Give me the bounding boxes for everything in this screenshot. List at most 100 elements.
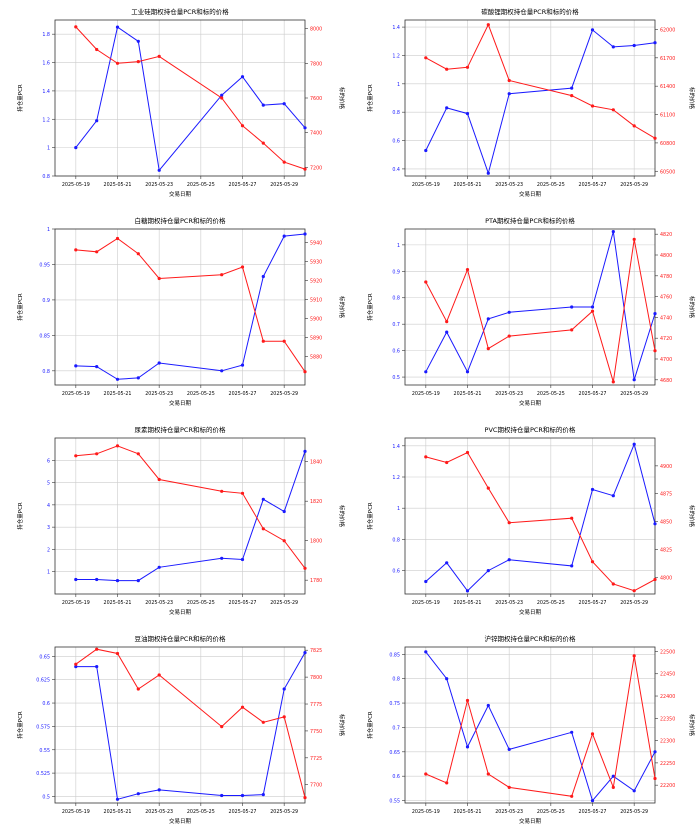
pcr-point (261, 103, 265, 107)
y-right-tick-label: 8000 (310, 27, 322, 33)
y-right-tick-label: 4680 (660, 378, 672, 384)
price-point (136, 60, 140, 64)
y-left-tick-label: 1.8 (42, 32, 50, 38)
price-point (445, 67, 449, 71)
plot-frame (404, 228, 656, 386)
x-tick-label: 2025-05-27 (579, 600, 607, 606)
x-tick-label: 2025-05-23 (495, 182, 523, 188)
y-left-tick-label: 0.6 (392, 349, 400, 355)
y-left-tick-label: 0.575 (36, 724, 50, 730)
pcr-point (424, 370, 428, 374)
y-right-tick-label: 7750 (310, 729, 322, 735)
chart-title: 豆油期权持仓量PCR和标的价格 (135, 634, 226, 643)
chart-title: 沪锌期权持仓量PCR和标的价格 (485, 634, 576, 643)
y-right-axis-label: 标的价格 (688, 505, 696, 528)
pcr-point (653, 522, 657, 526)
price-point (220, 725, 224, 729)
pcr-point (136, 792, 140, 796)
x-tick-label: 2025-05-27 (579, 391, 607, 397)
price-point (282, 539, 286, 543)
x-tick-label: 2025-05-23 (495, 391, 523, 397)
x-tick-label: 2025-05-21 (454, 600, 482, 606)
pcr-point (95, 365, 99, 369)
y-right-tick-label: 4825 (660, 547, 672, 553)
pcr-point (424, 579, 428, 584)
pcr-line (425, 231, 656, 380)
pcr-point (507, 310, 511, 314)
y-right-tick-label: 61100 (660, 113, 675, 119)
y-left-tick-label: 0.8 (42, 369, 50, 375)
chart-zinc: 沪锌期权持仓量PCR和标的价格 0.55 0.6 0.65 0.7 0.75 0.8 0.85… (366, 634, 696, 825)
pcr-point (157, 361, 161, 365)
x-tick-label: 2025-05-25 (187, 391, 215, 397)
chart-pta: PTA期权持仓量PCR和标的价格 0.5 0.6 0.7 0.8 0.9 1 4680 4700… (366, 216, 696, 407)
chart-panel-1: 工业硅期权持仓量PCR和标的价格 0.8 1 1.2 1.4 1.6 1.8 7200 7400… (0, 0, 350, 209)
y-right-tick-label: 22200 (660, 783, 675, 789)
pcr-point (282, 509, 286, 514)
y-left-tick-label: 1 (397, 82, 400, 88)
y-left-tick-label: 0.65 (389, 750, 400, 756)
y-left-tick-label: 5 (47, 481, 50, 487)
pcr-point (220, 93, 224, 97)
pcr-point (261, 274, 265, 279)
y-left-tick-label: 0.5 (42, 794, 50, 800)
y-right-tick-label: 4720 (660, 336, 672, 342)
y-left-tick-label: 0.9 (42, 298, 50, 304)
y-left-tick-label: 0.85 (389, 652, 400, 658)
y-left-axis-label: 持仓量PCR (16, 84, 24, 112)
price-point (486, 772, 490, 776)
x-axis-label: 交易日期 (519, 817, 542, 825)
pcr-point (74, 364, 78, 368)
chart-industrial-silicon: 工业硅期权持仓量PCR和标的价格 0.8 1 1.2 1.4 1.6 1.8 7200 7400… (16, 7, 346, 198)
pcr-point (261, 793, 265, 797)
price-point (95, 452, 99, 456)
x-tick-label: 2025-05-19 (412, 182, 440, 188)
x-tick-label: 2025-05-23 (495, 809, 523, 815)
x-tick-label: 2025-05-21 (104, 391, 132, 397)
y-right-tick-label: 4800 (660, 575, 672, 581)
pcr-point (611, 45, 615, 49)
y-right-tick-label: 7200 (310, 165, 322, 171)
y-left-tick-label: 1.6 (42, 61, 50, 67)
pcr-point (632, 442, 636, 446)
y-left-axis-label: 持仓量PCR (366, 293, 374, 321)
pcr-point (136, 579, 140, 583)
price-point (74, 248, 78, 252)
x-tick-label: 2025-05-27 (229, 809, 257, 815)
price-point (570, 328, 574, 332)
price-point (261, 339, 265, 343)
pcr-point (632, 43, 636, 48)
x-tick-label: 2025-05-19 (62, 600, 90, 606)
pcr-point (653, 750, 657, 754)
pcr-point (303, 651, 307, 655)
price-point (590, 560, 595, 564)
y-left-tick-label: 0.8 (42, 174, 50, 180)
x-tick-label: 2025-05-23 (145, 809, 173, 815)
y-right-tick-label: 5940 (310, 240, 322, 246)
price-point (240, 491, 245, 495)
pcr-point (486, 171, 490, 175)
y-right-tick-label: 7800 (310, 675, 322, 681)
chart-pvc: PVC期权持仓量PCR和标的价格 0.6 0.8 1 1.2 1.4 4800 4825 485… (366, 425, 696, 616)
chart-panel-6: PVC期权持仓量PCR和标的价格 0.6 0.8 1 1.2 1.4 4800 4825 485… (350, 418, 700, 627)
pcr-point (136, 39, 140, 43)
y-left-tick-label: 1 (47, 570, 50, 576)
pcr-point (74, 146, 78, 150)
x-tick-label: 2025-05-29 (620, 391, 648, 397)
price-point (590, 309, 595, 313)
chart-urea: 尿素期权持仓量PCR和标的价格 1 2 3 4 5 6 1780 1800 1820 1840 202… (16, 425, 346, 616)
price-point (465, 450, 470, 455)
y-right-tick-label: 5900 (310, 316, 322, 322)
price-point (115, 236, 120, 241)
chart-panel-3: 白糖期权持仓量PCR和标的价格 0.8 0.85 0.9 0.95 1 5880 5890 59… (0, 209, 350, 418)
pcr-point (136, 376, 140, 380)
pcr-point (611, 230, 615, 234)
y-right-tick-label: 5920 (310, 278, 322, 284)
x-axis-label: 交易日期 (169, 399, 192, 407)
chart-lithium-carbonate: 碳酸锂期权持仓量PCR和标的价格 0.4 0.6 0.8 1 1.2 1.4 60500 608… (366, 7, 696, 198)
x-tick-label: 2025-05-21 (454, 182, 482, 188)
pcr-point (303, 449, 307, 453)
price-point (303, 566, 307, 570)
price-point (157, 276, 161, 281)
price-point (220, 273, 224, 277)
